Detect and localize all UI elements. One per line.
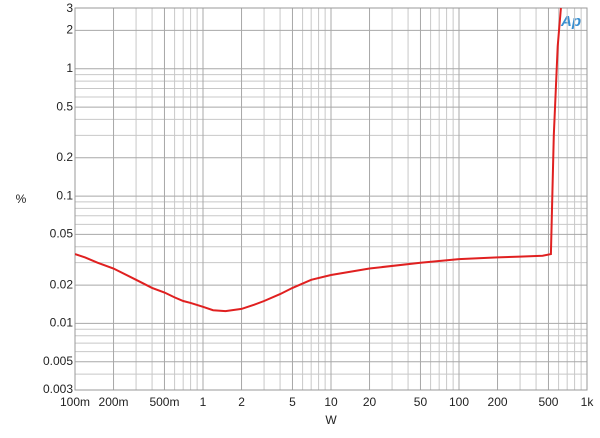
x-tick-label: 500 [538, 395, 558, 409]
y-tick-label: 3 [66, 1, 73, 15]
y-tick-label: 0.5 [56, 99, 73, 113]
x-tick-label: 500m [149, 395, 179, 409]
x-tick-label: 5 [289, 395, 296, 409]
logo: Ap [560, 13, 581, 30]
y-tick-label: 0.2 [56, 150, 73, 164]
y-tick-label: 0.005 [43, 354, 73, 368]
y-tick-label: 0.1 [56, 188, 73, 202]
x-tick-label: 2 [238, 395, 245, 409]
y-tick-label: 2 [66, 23, 73, 37]
x-axis-label: W [325, 413, 337, 427]
y-tick-label: 0.02 [50, 277, 74, 291]
x-tick-label: 1k [581, 395, 595, 409]
y-axis-label: % [16, 192, 27, 206]
y-tick-label: 0.003 [43, 382, 73, 396]
data-line [75, 7, 562, 313]
x-tick-label: 200 [488, 395, 508, 409]
y-tick-label: 0.01 [50, 316, 74, 330]
plot-frame [74, 7, 588, 391]
x-tick-label: 10 [324, 395, 338, 409]
x-tick-label: 1 [200, 395, 207, 409]
x-tick-label: 50 [414, 395, 428, 409]
y-tick-label: 0.05 [50, 227, 74, 241]
x-tick-label: 200m [99, 395, 129, 409]
x-tick-label: 100m [60, 395, 90, 409]
x-tick-label: 100 [449, 395, 469, 409]
y-tick-label: 1 [66, 61, 73, 75]
x-tick-label: 20 [363, 395, 377, 409]
